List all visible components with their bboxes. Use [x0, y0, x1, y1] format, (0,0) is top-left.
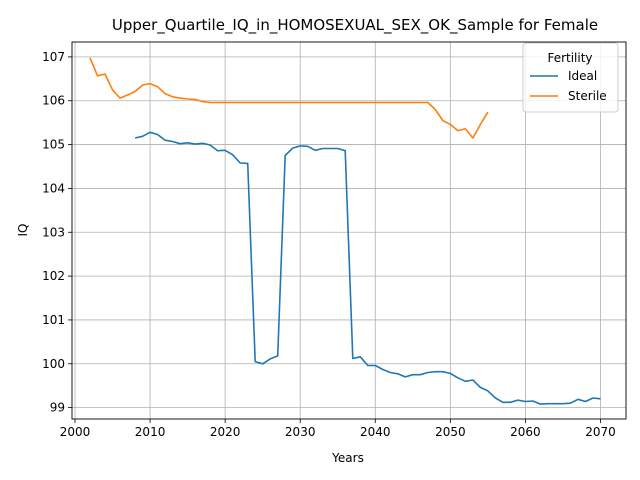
x-tick-label: 2040	[360, 425, 391, 439]
series-line-sterile	[89, 57, 489, 139]
legend-title: Fertility	[547, 51, 592, 65]
x-tick-label: 2050	[435, 425, 466, 439]
grid-lines	[72, 42, 626, 419]
y-tick-label: 102	[42, 269, 65, 283]
x-tick-label: 2030	[285, 425, 316, 439]
legend-box	[522, 42, 619, 113]
x-tick-label: 2000	[60, 425, 91, 439]
y-axis-label: IQ	[16, 224, 30, 237]
y-tick-label: 104	[42, 181, 65, 195]
series-line-ideal	[134, 131, 601, 405]
x-tick-label: 2020	[210, 425, 241, 439]
legend: Fertility Ideal Sterile	[522, 42, 619, 113]
y-tick-label: 107	[42, 50, 65, 64]
x-axis-ticks: 2000 2010 2020 2030 2040 2050 2060 2070	[60, 419, 616, 439]
x-tick-label: 2070	[585, 425, 616, 439]
series-lines	[89, 57, 601, 405]
y-tick-label: 100	[42, 357, 65, 371]
y-axis-ticks: 99 100 101 102 103 104 105 106 107	[42, 50, 72, 415]
x-axis-label: Years	[331, 451, 364, 465]
y-tick-label: 106	[42, 94, 65, 108]
y-tick-label: 105	[42, 138, 65, 152]
chart-title: Upper_Quartile_IQ_in_HOMOSEXUAL_SEX_OK_S…	[112, 16, 598, 35]
y-tick-label: 101	[42, 313, 65, 327]
y-tick-label: 103	[42, 225, 65, 239]
x-tick-label: 2060	[510, 425, 541, 439]
legend-label-ideal: Ideal	[568, 69, 597, 83]
y-tick-label: 99	[50, 401, 65, 415]
legend-label-sterile: Sterile	[568, 89, 607, 103]
x-tick-label: 2010	[135, 425, 166, 439]
plot-frame	[71, 41, 627, 420]
